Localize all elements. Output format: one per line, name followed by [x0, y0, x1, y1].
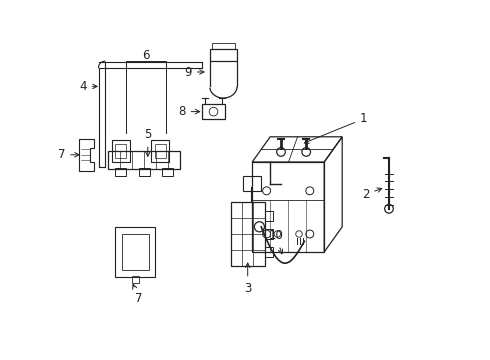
Text: 9: 9	[184, 66, 204, 78]
Bar	[210, 49, 237, 61]
Text: 7: 7	[133, 284, 143, 305]
Text: 5: 5	[144, 129, 151, 156]
Bar	[151, 140, 170, 162]
Bar	[265, 247, 273, 257]
Bar	[202, 104, 225, 119]
Text: 6: 6	[142, 49, 150, 62]
Bar	[116, 227, 155, 277]
Text: 3: 3	[244, 263, 251, 294]
Bar	[231, 202, 265, 266]
Bar	[265, 211, 273, 221]
Bar	[122, 234, 149, 270]
Text: 8: 8	[178, 105, 200, 118]
Text: 7: 7	[58, 148, 79, 161]
Text: 4: 4	[79, 80, 97, 93]
Bar	[116, 168, 126, 176]
Text: 1: 1	[304, 112, 368, 143]
Bar	[265, 229, 273, 239]
Bar	[243, 176, 261, 191]
Text: 2: 2	[362, 188, 382, 201]
Bar	[132, 276, 139, 283]
Text: 10: 10	[269, 229, 283, 254]
Bar	[155, 144, 166, 158]
Bar	[116, 144, 126, 158]
Bar	[162, 168, 173, 176]
Bar	[112, 140, 130, 162]
Bar	[212, 43, 235, 49]
Bar	[139, 168, 149, 176]
Bar	[108, 151, 180, 169]
